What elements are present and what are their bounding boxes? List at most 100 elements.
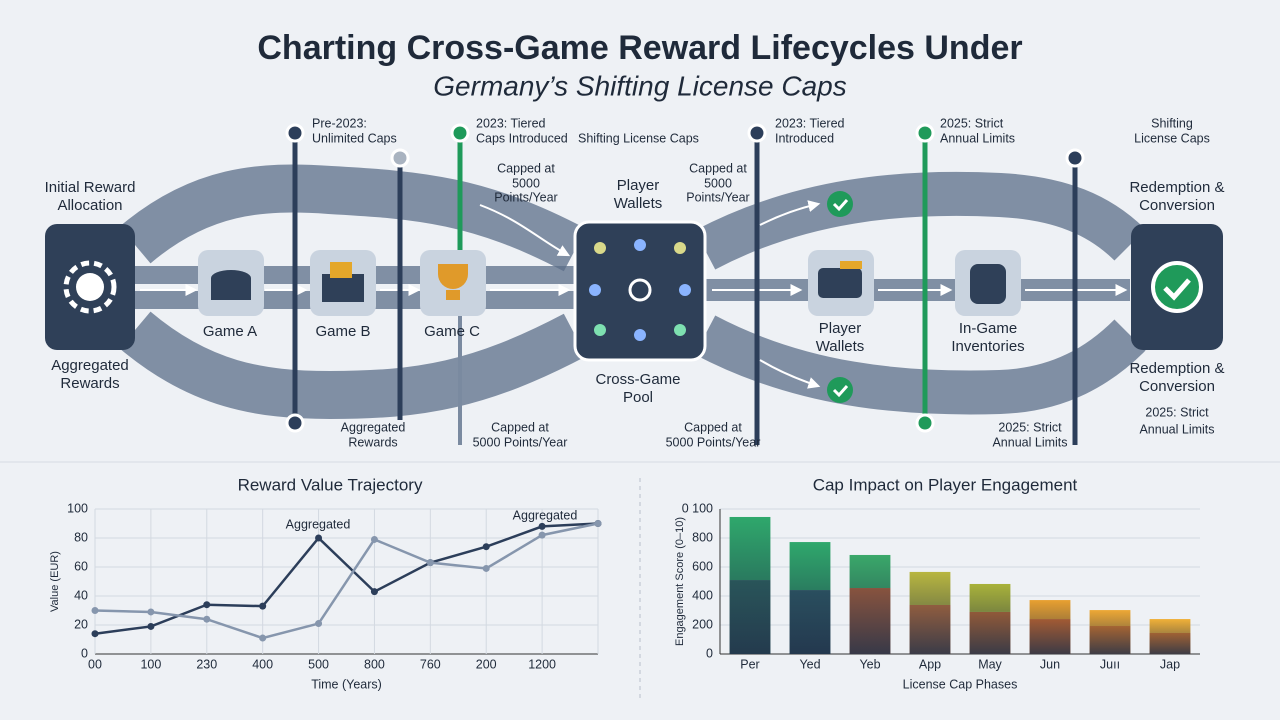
x-tick-label: 200 xyxy=(476,657,497,671)
bar-segment xyxy=(969,583,1011,612)
y-tick-label: 0 100 xyxy=(682,501,713,515)
flow-label: Points/Year xyxy=(494,190,557,204)
line-point xyxy=(147,622,155,630)
node-label: Redemption & xyxy=(1129,360,1224,377)
node-label: Redemption & xyxy=(1129,179,1224,196)
bar-segment xyxy=(909,604,951,654)
timeline-label: Pre-2023: xyxy=(312,116,367,130)
line-point xyxy=(259,602,267,610)
node-note: Annual Limits xyxy=(1139,422,1214,436)
node-icons xyxy=(45,191,1223,403)
bar-segment xyxy=(729,516,771,581)
node-label: Game A xyxy=(203,323,257,340)
title: Charting Cross-Game Reward Lifecycles Un… xyxy=(257,29,1022,67)
node-label: Game B xyxy=(315,323,370,340)
x-tick-label: Yeb xyxy=(859,657,880,671)
bar-segment xyxy=(1149,619,1191,633)
node-label: Wallets xyxy=(816,338,865,355)
node-label: Conversion xyxy=(1139,378,1215,395)
flow-label: Rewards xyxy=(348,435,397,449)
node-label: Cross-Game xyxy=(595,371,680,388)
y-tick-label: 80 xyxy=(74,530,88,544)
line-series xyxy=(94,522,599,635)
x-axis-label: Time (Years) xyxy=(311,677,382,691)
flow-label: 5000 xyxy=(704,176,732,190)
x-tick-label: 500 xyxy=(308,657,329,671)
annotation: Aggregated xyxy=(286,517,351,531)
bar-segment xyxy=(969,611,1011,654)
node-label: Conversion xyxy=(1139,197,1215,214)
node-label: In-Game xyxy=(959,320,1017,337)
y-tick-label: 20 xyxy=(74,617,88,631)
y-tick-label: 100 xyxy=(67,501,88,515)
timeline-label: 2023: Tiered xyxy=(775,116,845,130)
x-tick-label: Jap xyxy=(1160,657,1180,671)
y-tick-label: 40 xyxy=(74,588,88,602)
y-axis-label: Value (EUR) xyxy=(49,551,61,612)
y-tick-label: 600 xyxy=(692,559,713,573)
bar-segment xyxy=(789,590,831,654)
line-point xyxy=(538,531,546,539)
line-point xyxy=(147,608,155,616)
x-tick-label: 00 xyxy=(88,657,102,671)
timeline-label: Shifting License Caps xyxy=(578,131,699,145)
flow-label: Aggregated xyxy=(341,420,406,434)
line-point xyxy=(426,559,434,567)
timeline-label: Unlimited Caps xyxy=(312,131,397,145)
x-tick-label: App xyxy=(919,657,941,671)
timeline-label: Annual Limits xyxy=(940,131,1015,145)
y-tick-label: 200 xyxy=(692,617,713,631)
line-point xyxy=(594,520,602,527)
line-point xyxy=(482,564,490,572)
node-label: Wallets xyxy=(614,195,663,212)
x-axis-label: License Cap Phases xyxy=(903,677,1018,691)
x-tick-label: 230 xyxy=(196,657,217,671)
timeline-label: 2023: Tiered xyxy=(476,116,546,130)
bar-segment xyxy=(1089,610,1131,627)
node-label: Player xyxy=(617,177,660,194)
x-tick-label: 400 xyxy=(252,657,273,671)
chart-title: Reward Value Trajectory xyxy=(238,475,423,494)
y-tick-label: 60 xyxy=(74,559,88,573)
bar-segment xyxy=(849,554,891,589)
node-label: Inventories xyxy=(951,338,1024,355)
line-point xyxy=(370,588,378,596)
x-tick-label: Jun xyxy=(1040,657,1060,671)
line-point xyxy=(538,522,546,530)
flow-label: 5000 Points/Year xyxy=(473,435,568,449)
flow-label: Annual Limits xyxy=(992,435,1067,449)
bar-segment xyxy=(729,580,771,654)
line-point xyxy=(370,535,378,543)
x-tick-label: Juıı xyxy=(1100,657,1120,671)
node-label: Pool xyxy=(623,389,653,406)
flow-label: 5000 xyxy=(512,176,540,190)
flow-label: 2025: Strict xyxy=(998,420,1062,434)
chart-title: Cap Impact on Player Engagement xyxy=(813,475,1078,494)
x-tick-label: Per xyxy=(740,657,759,671)
x-tick-label: 800 xyxy=(364,657,385,671)
node-label: Aggregated xyxy=(51,357,129,374)
subtitle: Germany’s Shifting License Caps xyxy=(433,70,846,101)
line-series xyxy=(94,522,599,640)
node-note: 2025: Strict xyxy=(1145,405,1209,419)
node-label: Game C xyxy=(424,323,480,340)
line-point xyxy=(91,607,99,614)
bar-segment xyxy=(789,542,831,591)
timeline-label: 2025: Strict xyxy=(940,116,1004,130)
timeline-label: Caps Introduced xyxy=(476,131,568,145)
timeline-label: Introduced xyxy=(775,131,834,145)
y-tick-label: 0 xyxy=(81,646,88,660)
bar-segment xyxy=(1029,600,1071,620)
flow-label: Capped at xyxy=(491,420,549,434)
flow-label: Capped at xyxy=(684,420,742,434)
line-point xyxy=(203,615,211,623)
node-label: Player xyxy=(819,320,862,337)
node-label: Initial Reward xyxy=(45,179,136,196)
bar-segment xyxy=(1089,626,1131,654)
bar-segment xyxy=(909,571,951,605)
line-point xyxy=(203,601,211,609)
x-tick-label: Yed xyxy=(799,657,820,671)
line-point xyxy=(315,534,323,542)
line-point xyxy=(259,634,267,642)
charts: Reward Value Trajectory Time (Years) Value… xyxy=(49,475,1200,691)
